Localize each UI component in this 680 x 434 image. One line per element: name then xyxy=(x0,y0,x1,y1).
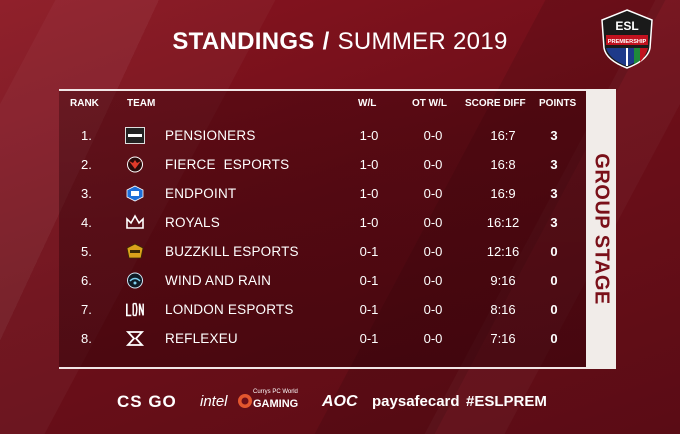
wl-cell: 1-0 xyxy=(359,128,379,143)
ot-wl-cell: 0-0 xyxy=(423,273,443,288)
ot-wl-cell: 0-0 xyxy=(423,302,443,317)
team-name-cell: PENSIONERS xyxy=(165,128,256,143)
rank-cell: 6. xyxy=(81,273,92,288)
table-row: 3. ENDPOINT 1-0 0-0 16:9 3 xyxy=(59,179,586,208)
team-name-cell: ENDPOINT xyxy=(165,186,237,201)
currys-gaming-icon xyxy=(238,394,252,408)
wl-cell: 0-1 xyxy=(359,331,379,346)
paysafecard-logo: paysafecard xyxy=(372,393,460,410)
team-name-cell: FIERCE ESPORTS xyxy=(165,157,290,172)
windandrain-logo-icon xyxy=(125,272,145,289)
title-separator: / xyxy=(322,28,330,55)
rank-cell: 3. xyxy=(81,186,92,201)
currys-gaming-logo: GAMING xyxy=(253,398,299,410)
csgo-logo: CS GO xyxy=(117,392,177,411)
points-cell: 0 xyxy=(550,244,558,259)
title-season: SUMMER 2019 xyxy=(337,28,508,55)
col-header-team: TEAM xyxy=(127,98,156,109)
sponsor-bar: CS GO intel Currys PC World GAMING AOC p… xyxy=(0,389,680,413)
score-diff-cell: 16:8 xyxy=(490,157,516,172)
table-row: 8. REFLEXEU 0-1 0-0 7:16 0 xyxy=(59,324,586,353)
standings-table xyxy=(59,89,586,369)
group-stage-label: GROUP STAGE xyxy=(590,153,613,305)
royals-crown-logo-icon xyxy=(125,214,145,231)
rank-cell: 8. xyxy=(81,331,92,346)
team-name-cell: LONDON ESPORTS xyxy=(165,302,294,317)
pensioners-logo-icon xyxy=(125,127,145,144)
wl-cell: 1-0 xyxy=(359,215,379,230)
points-cell: 3 xyxy=(550,157,558,172)
ot-wl-cell: 0-0 xyxy=(423,244,443,259)
title-standings: STANDINGS xyxy=(172,28,315,55)
table-row: 2. FIERCE ESPORTS 1-0 0-0 16:8 3 xyxy=(59,150,586,179)
currys-pc-world-text: Currys PC World xyxy=(253,389,298,395)
esl-premiership-logo: ESL PREMIERSHIP xyxy=(601,9,653,69)
wl-cell: 1-0 xyxy=(359,157,379,172)
points-cell: 3 xyxy=(550,186,558,201)
aoc-logo: AOC xyxy=(322,393,358,410)
col-header-rank: RANK xyxy=(70,98,99,109)
table-row: 6. WIND AND RAIN 0-1 0-0 9:16 0 xyxy=(59,266,586,295)
intel-logo: intel xyxy=(200,393,228,410)
table-row: 5. BUZZKILL ESPORTS 0-1 0-0 12:16 0 xyxy=(59,237,586,266)
reflexeu-logo-icon xyxy=(125,330,145,347)
ot-wl-cell: 0-0 xyxy=(423,215,443,230)
points-cell: 3 xyxy=(550,128,558,143)
london-esports-logo-icon xyxy=(125,301,145,318)
wl-cell: 0-1 xyxy=(359,244,379,259)
col-header-score-diff: SCORE DIFF xyxy=(465,98,526,109)
logo-subtitle-text: PREMIERSHIP xyxy=(608,39,647,45)
score-diff-cell: 16:9 xyxy=(490,186,516,201)
rank-cell: 4. xyxy=(81,215,92,230)
score-diff-cell: 9:16 xyxy=(490,273,516,288)
score-diff-cell: 7:16 xyxy=(490,331,516,346)
team-name-cell: BUZZKILL ESPORTS xyxy=(165,244,299,259)
endpoint-logo-icon xyxy=(125,185,145,202)
ot-wl-cell: 0-0 xyxy=(423,331,443,346)
rank-cell: 7. xyxy=(81,302,92,317)
score-diff-cell: 16:7 xyxy=(490,128,516,143)
points-cell: 0 xyxy=(550,302,558,317)
points-cell: 3 xyxy=(550,215,558,230)
col-header-points: POINTS xyxy=(539,98,577,109)
rank-cell: 1. xyxy=(81,128,92,143)
score-diff-cell: 16:12 xyxy=(486,215,520,230)
table-row: 1. PENSIONERS 1-0 0-0 16:7 3 xyxy=(59,121,586,150)
page-title: STANDINGS / SUMMER 2019 xyxy=(0,28,680,56)
ot-wl-cell: 0-0 xyxy=(423,186,443,201)
hashtag-text: #ESLPREM xyxy=(466,393,547,410)
wl-cell: 1-0 xyxy=(359,186,379,201)
ot-wl-cell: 0-0 xyxy=(423,128,443,143)
group-stage-banner xyxy=(586,89,616,369)
score-diff-cell: 12:16 xyxy=(486,244,520,259)
wl-cell: 0-1 xyxy=(359,273,379,288)
wl-cell: 0-1 xyxy=(359,302,379,317)
table-row: 4. ROYALS 1-0 0-0 16:12 3 xyxy=(59,208,586,237)
logo-brand-text: ESL xyxy=(615,19,638,33)
points-cell: 0 xyxy=(550,273,558,288)
rank-cell: 5. xyxy=(81,244,92,259)
points-cell: 0 xyxy=(550,331,558,346)
table-row: 7. LONDON ESPORTS 0-1 0-0 8:16 0 xyxy=(59,295,586,324)
col-header-wl: W/L xyxy=(358,98,377,109)
score-diff-cell: 8:16 xyxy=(490,302,516,317)
team-name-cell: REFLEXEU xyxy=(165,331,238,346)
ot-wl-cell: 0-0 xyxy=(423,157,443,172)
buzzkill-logo-icon xyxy=(125,243,145,260)
team-name-cell: WIND AND RAIN xyxy=(165,273,272,288)
team-name-cell: ROYALS xyxy=(165,215,220,230)
fierce-logo-icon xyxy=(125,156,145,173)
rank-cell: 2. xyxy=(81,157,92,172)
col-header-ot-wl: OT W/L xyxy=(412,98,447,109)
